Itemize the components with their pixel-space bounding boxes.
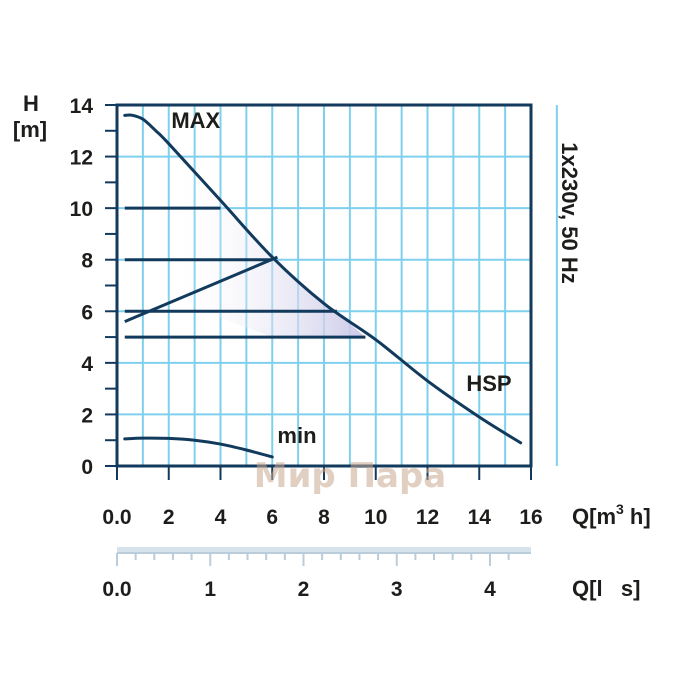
setting-line xyxy=(124,255,279,323)
y-tick-label: 6 xyxy=(81,301,93,324)
y-tick-label: 12 xyxy=(70,147,93,170)
y-tick-label: 14 xyxy=(70,95,94,118)
x-tick-label: 6 xyxy=(266,506,278,529)
grid xyxy=(116,104,558,467)
operating-range-shading xyxy=(168,143,366,338)
secondary-tick-label: 2 xyxy=(298,578,310,601)
x-tick-label: 16 xyxy=(519,506,542,529)
secondary-tick-label: 4 xyxy=(484,578,496,601)
performance-curves xyxy=(123,113,523,459)
secondary-tick-label: 3 xyxy=(391,578,403,601)
x-axis-title-sup: 3 xyxy=(616,501,624,517)
secondary-axis-ticks: 0.0 1 2 3 4 xyxy=(102,553,510,601)
setting-lines xyxy=(124,206,366,339)
x-tick-label: 0.0 xyxy=(102,506,131,529)
x-axis-title-base: Q[m xyxy=(572,504,616,529)
secondary-axis-bar xyxy=(117,547,531,553)
x-tick-label: 12 xyxy=(416,506,439,529)
annotation-min: min xyxy=(277,423,316,448)
y-axis-unit: [m] xyxy=(13,117,47,142)
x-tick-label: 2 xyxy=(163,506,175,529)
y-tick-label: 0 xyxy=(81,456,93,479)
y-tick-label: 8 xyxy=(81,250,93,273)
annotation-max: MAX xyxy=(171,108,220,133)
y-axis-ticks: 0 2 4 6 8 10 12 14 xyxy=(70,95,117,479)
curve-max xyxy=(123,113,523,445)
y-tick-label: 4 xyxy=(81,353,93,376)
x-tick-label: 14 xyxy=(468,506,492,529)
watermark: Мир Пара xyxy=(254,456,447,496)
x-tick-label: 4 xyxy=(215,506,227,529)
curve-annotations: MAX HSP min xyxy=(171,108,511,448)
secondary-axis-title: Q[l s] xyxy=(572,576,640,601)
secondary-tick-label: 0.0 xyxy=(102,578,131,601)
x-axis-title-tail: h] xyxy=(624,504,651,529)
x-tick-label: 10 xyxy=(364,506,387,529)
annotation-hsp: HSP xyxy=(466,371,511,396)
secondary-x-axis xyxy=(117,547,531,554)
x-tick-label: 8 xyxy=(318,506,330,529)
x-axis-title: Q[m3 h] xyxy=(572,501,651,529)
power-supply-label: 1x230v, 50 Hz xyxy=(557,142,582,283)
y-axis-title: H xyxy=(23,91,39,116)
x-axis-ticks: 0.0 2 4 6 8 10 12 14 16 xyxy=(102,466,543,529)
curve-min xyxy=(123,436,274,459)
y-tick-label: 2 xyxy=(81,404,93,427)
y-tick-label: 10 xyxy=(70,198,93,221)
secondary-tick-label: 1 xyxy=(204,578,216,601)
